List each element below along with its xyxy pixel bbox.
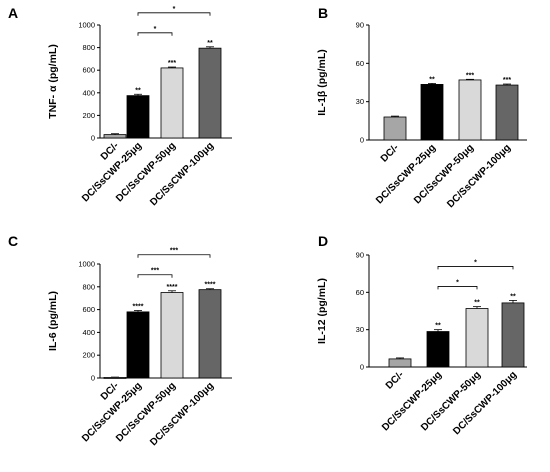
significance-marker: *** bbox=[168, 60, 176, 67]
bar bbox=[465, 308, 489, 368]
x-tick-label: DC/SsCWP-100μg bbox=[148, 380, 216, 448]
significance-marker: *** bbox=[503, 77, 511, 84]
bar bbox=[501, 302, 525, 368]
comparison-label: * bbox=[456, 279, 459, 286]
significance-marker: **** bbox=[205, 282, 216, 289]
x-tick-label: DC/SsCWP-100μg bbox=[148, 140, 216, 208]
y-tick-label: 60 bbox=[356, 288, 364, 297]
panel-c: C IL-6 (pg/mL) 0 200 400 600 800 1000 DC/- **** DC… bbox=[0, 228, 275, 467]
y-tick-label: 30 bbox=[356, 97, 364, 106]
significance-marker: ** bbox=[207, 40, 213, 47]
y-tick-label: 0 bbox=[360, 136, 364, 145]
bar bbox=[388, 358, 412, 368]
y-tick-label: 0 bbox=[91, 134, 95, 143]
comparison-label: *** bbox=[151, 268, 159, 275]
chart-il-6: CIL-6 (pg/mL)02004006008001000DC/-****DC… bbox=[8, 233, 232, 448]
bar bbox=[458, 79, 482, 141]
bar bbox=[198, 47, 222, 139]
y-tick-label: 90 bbox=[356, 251, 364, 260]
y-tick-label: 90 bbox=[356, 21, 364, 30]
comparison-label: * bbox=[173, 6, 176, 13]
y-tick-label: 200 bbox=[82, 351, 95, 360]
x-tick-label: DC/SsCWP-100μg bbox=[445, 142, 513, 210]
bar bbox=[420, 84, 444, 141]
bar bbox=[103, 134, 127, 139]
y-tick-label: 1000 bbox=[78, 21, 95, 30]
comparison-label: *** bbox=[170, 248, 178, 255]
bar bbox=[126, 95, 150, 139]
comparison-bracket bbox=[137, 12, 211, 16]
significance-marker: *** bbox=[466, 72, 474, 79]
comparison-bracket bbox=[437, 286, 478, 290]
y-tick-label: 600 bbox=[82, 305, 95, 314]
panel-letter: A bbox=[8, 5, 18, 21]
y-axis-label: IL-6 (pg/mL) bbox=[47, 291, 59, 351]
y-tick-label: 600 bbox=[82, 66, 95, 75]
comparison-label: * bbox=[154, 26, 157, 33]
comparison-label: * bbox=[474, 259, 477, 266]
y-tick-label: 60 bbox=[356, 59, 364, 68]
y-tick-label: 800 bbox=[82, 43, 95, 52]
y-axis-label: IL-1β (pg/mL) bbox=[316, 49, 328, 115]
x-tick-label: DC/- bbox=[384, 369, 406, 391]
y-tick-label: 0 bbox=[360, 363, 364, 372]
significance-marker: ** bbox=[510, 293, 516, 300]
significance-marker: ** bbox=[474, 300, 480, 307]
bar bbox=[160, 292, 184, 379]
y-tick-label: 400 bbox=[82, 328, 95, 337]
bar bbox=[495, 84, 519, 141]
significance-marker: **** bbox=[133, 304, 144, 311]
comparison-bracket bbox=[137, 254, 211, 258]
significance-marker: ** bbox=[135, 87, 141, 94]
panel-d: D IL-12 (pg/mL) 0 30 60 90 DC/- ** DC/SsCWP-25μg… bbox=[275, 228, 550, 467]
bar bbox=[103, 377, 127, 379]
bar bbox=[426, 331, 450, 368]
comparison-bracket bbox=[437, 266, 514, 270]
bar bbox=[126, 311, 150, 379]
significance-marker: ** bbox=[435, 323, 441, 330]
chart-il-12: DIL-12 (pg/mL)0306090DC/-**DC/SsCWP-25μg… bbox=[316, 233, 527, 437]
panel-letter: D bbox=[318, 233, 328, 249]
significance-marker: ** bbox=[429, 76, 435, 83]
bar bbox=[198, 289, 222, 379]
panel-b: B IL-1β (pg/mL) 0 30 60 90 DC/- ** DC/SsCWP-25μg… bbox=[275, 0, 550, 225]
x-tick-label: DC/SsCWP-100μg bbox=[451, 369, 519, 437]
y-tick-label: 800 bbox=[82, 282, 95, 291]
bar bbox=[160, 67, 184, 139]
y-axis-label: TNF- α (pg/mL) bbox=[47, 44, 59, 119]
y-tick-label: 0 bbox=[91, 374, 95, 383]
y-tick-label: 400 bbox=[82, 88, 95, 97]
bar bbox=[383, 116, 407, 141]
comparison-bracket bbox=[137, 274, 173, 278]
y-axis-label: IL-12 (pg/mL) bbox=[316, 278, 328, 344]
panel-letter: C bbox=[8, 233, 18, 249]
panel-a: A TNF- α (pg/mL) 0 200 400 600 800 1000 DC/- ** DC… bbox=[0, 0, 275, 225]
panel-letter: B bbox=[318, 5, 328, 21]
y-tick-label: 1000 bbox=[78, 260, 95, 269]
y-tick-label: 30 bbox=[356, 325, 364, 334]
x-tick-label: DC/- bbox=[379, 142, 401, 164]
significance-marker: **** bbox=[167, 284, 178, 291]
y-tick-label: 200 bbox=[82, 111, 95, 120]
comparison-bracket bbox=[137, 32, 173, 36]
chart-il-1beta: BIL-1β (pg/mL)0306090DC/-**DC/SsCWP-25μg… bbox=[316, 5, 527, 210]
